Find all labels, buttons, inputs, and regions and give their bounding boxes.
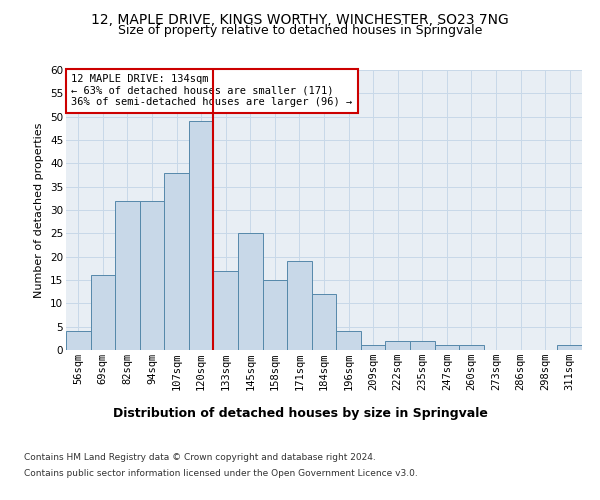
Text: 12, MAPLE DRIVE, KINGS WORTHY, WINCHESTER, SO23 7NG: 12, MAPLE DRIVE, KINGS WORTHY, WINCHESTE… xyxy=(91,12,509,26)
Text: 12 MAPLE DRIVE: 134sqm
← 63% of detached houses are smaller (171)
36% of semi-de: 12 MAPLE DRIVE: 134sqm ← 63% of detached… xyxy=(71,74,352,108)
Bar xyxy=(164,172,189,350)
Bar xyxy=(557,346,582,350)
Bar xyxy=(361,346,385,350)
Bar xyxy=(312,294,336,350)
Bar xyxy=(287,262,312,350)
Bar xyxy=(434,346,459,350)
Bar xyxy=(91,276,115,350)
Y-axis label: Number of detached properties: Number of detached properties xyxy=(34,122,44,298)
Bar xyxy=(66,332,91,350)
Text: Distribution of detached houses by size in Springvale: Distribution of detached houses by size … xyxy=(113,408,487,420)
Bar xyxy=(385,340,410,350)
Bar xyxy=(459,346,484,350)
Bar xyxy=(115,200,140,350)
Bar xyxy=(238,234,263,350)
Bar xyxy=(189,122,214,350)
Bar xyxy=(336,332,361,350)
Bar xyxy=(140,200,164,350)
Text: Contains public sector information licensed under the Open Government Licence v3: Contains public sector information licen… xyxy=(24,468,418,477)
Bar xyxy=(214,270,238,350)
Text: Size of property relative to detached houses in Springvale: Size of property relative to detached ho… xyxy=(118,24,482,37)
Bar xyxy=(410,340,434,350)
Bar xyxy=(263,280,287,350)
Text: Contains HM Land Registry data © Crown copyright and database right 2024.: Contains HM Land Registry data © Crown c… xyxy=(24,454,376,462)
